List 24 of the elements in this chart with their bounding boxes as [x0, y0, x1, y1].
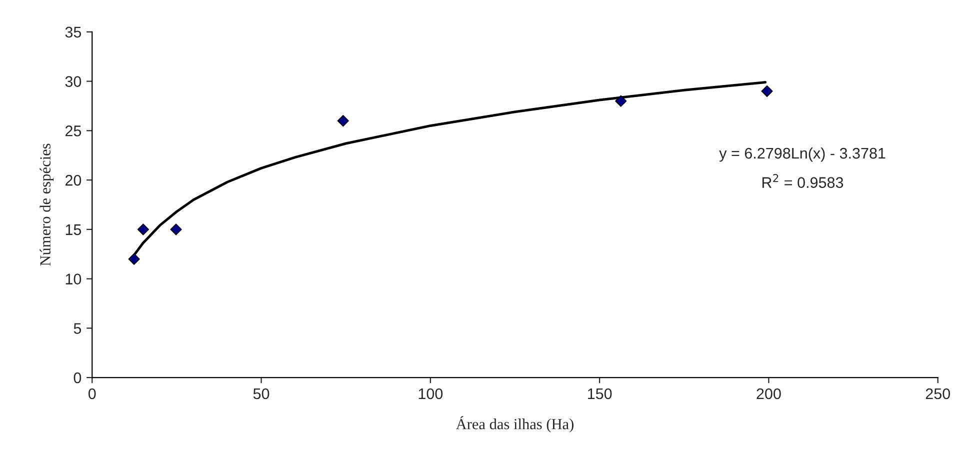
point	[337, 114, 349, 127]
y-tick-label: 25	[65, 126, 82, 136]
y-tick-label: 15	[66, 224, 82, 236]
annotation: R$^{2}$ = 0.9583	[762, 174, 844, 188]
y-tick-label: 20	[65, 174, 82, 186]
point	[137, 224, 149, 236]
y-tick-label: 0	[74, 372, 82, 384]
y-tick-label: 35	[65, 26, 82, 38]
x-tick-label: 250	[926, 388, 950, 400]
y-tick-label: 5	[74, 323, 82, 334]
point	[615, 95, 627, 107]
annotation: y = 6.2798Ln(x) - 3.3781	[719, 147, 886, 162]
x-axis-title: Área das ilhas (Ha)	[456, 416, 574, 432]
x-tick-label: 100	[418, 388, 443, 400]
y-axis-title: Número de espécies	[40, 144, 54, 266]
point	[128, 253, 140, 265]
point	[170, 224, 182, 236]
y-tick-label: 10	[66, 274, 82, 284]
x-tick-label: 150	[588, 388, 612, 400]
point	[761, 85, 773, 97]
x-tick-label: 50	[253, 388, 270, 400]
y-tick-label: 30	[65, 76, 82, 87]
x-tick-label: 200	[756, 388, 781, 400]
x-tick-label: 0	[88, 388, 96, 400]
